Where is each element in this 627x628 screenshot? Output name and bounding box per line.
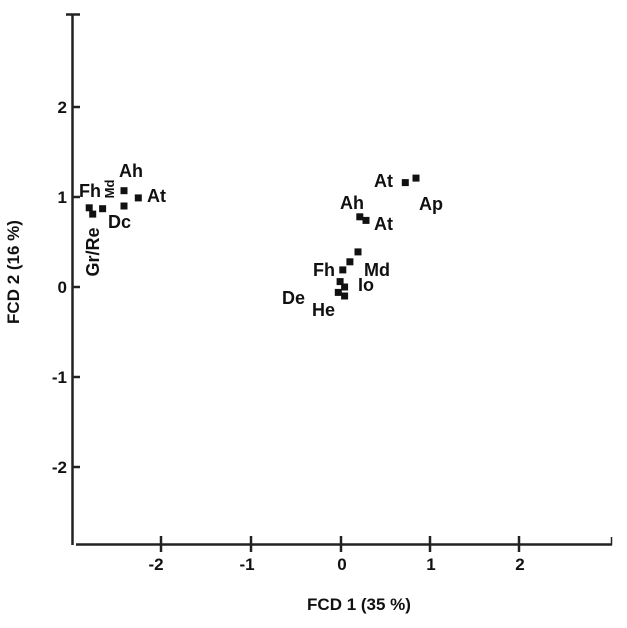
data-point [401,179,409,187]
x-tick-label: 2 [515,555,524,574]
data-point [336,278,344,286]
data-points [85,174,420,300]
point-label-at-low: At [374,214,393,234]
point-label-md-left: Md [102,180,117,199]
data-point [356,213,364,221]
point-label-dc-left: Dc [108,212,131,232]
data-point [99,205,107,213]
y-tick-label: 2 [58,98,67,117]
data-point [334,288,342,296]
data-point [89,210,97,218]
point-label-io: Io [358,275,374,295]
point-label-he: He [312,300,335,320]
point-label-at-left: At [147,186,166,206]
point-label-grre-left: Gr/Re [83,227,103,276]
data-point [120,202,128,210]
data-point [341,283,349,291]
data-point [362,216,370,224]
x-tick-label: 0 [337,555,346,574]
point-label-fh-left: Fh [79,181,101,201]
point-label-fh-center: Fh [313,260,335,280]
x-axis: -2 -1 0 1 2 FCD 1 (35 %) [76,536,613,614]
y-tick-label: 0 [58,278,67,297]
y-tick-label: -2 [52,458,67,477]
data-point [85,204,93,212]
x-axis-title: FCD 1 (35 %) [307,595,411,614]
y-axis: 2 1 0 -1 -2 FCD 2 (16 %) [4,13,80,545]
data-point [346,258,354,266]
x-tick-label: -1 [239,555,254,574]
x-tick-label: 1 [426,555,435,574]
y-axis-title: FCD 2 (16 %) [4,220,23,324]
y-tick-label: -1 [52,368,67,387]
data-point [134,194,142,202]
x-tick-label: -2 [148,555,163,574]
data-point [412,174,420,182]
data-point [339,266,347,274]
point-label-ap: Ap [419,194,443,214]
point-label-at-top: At [374,171,393,191]
point-labels: Fh Md Ah At Dc Gr/Re At Ap Ah At Fh Md I… [79,161,443,320]
point-label-md-center: Md [364,260,390,280]
point-label-ah-left: Ah [119,161,143,181]
data-point [354,248,362,256]
data-point [341,292,349,300]
data-point [120,187,128,195]
point-label-de: De [282,288,305,308]
y-tick-label: 1 [58,188,67,207]
point-label-ah-right: Ah [340,193,364,213]
